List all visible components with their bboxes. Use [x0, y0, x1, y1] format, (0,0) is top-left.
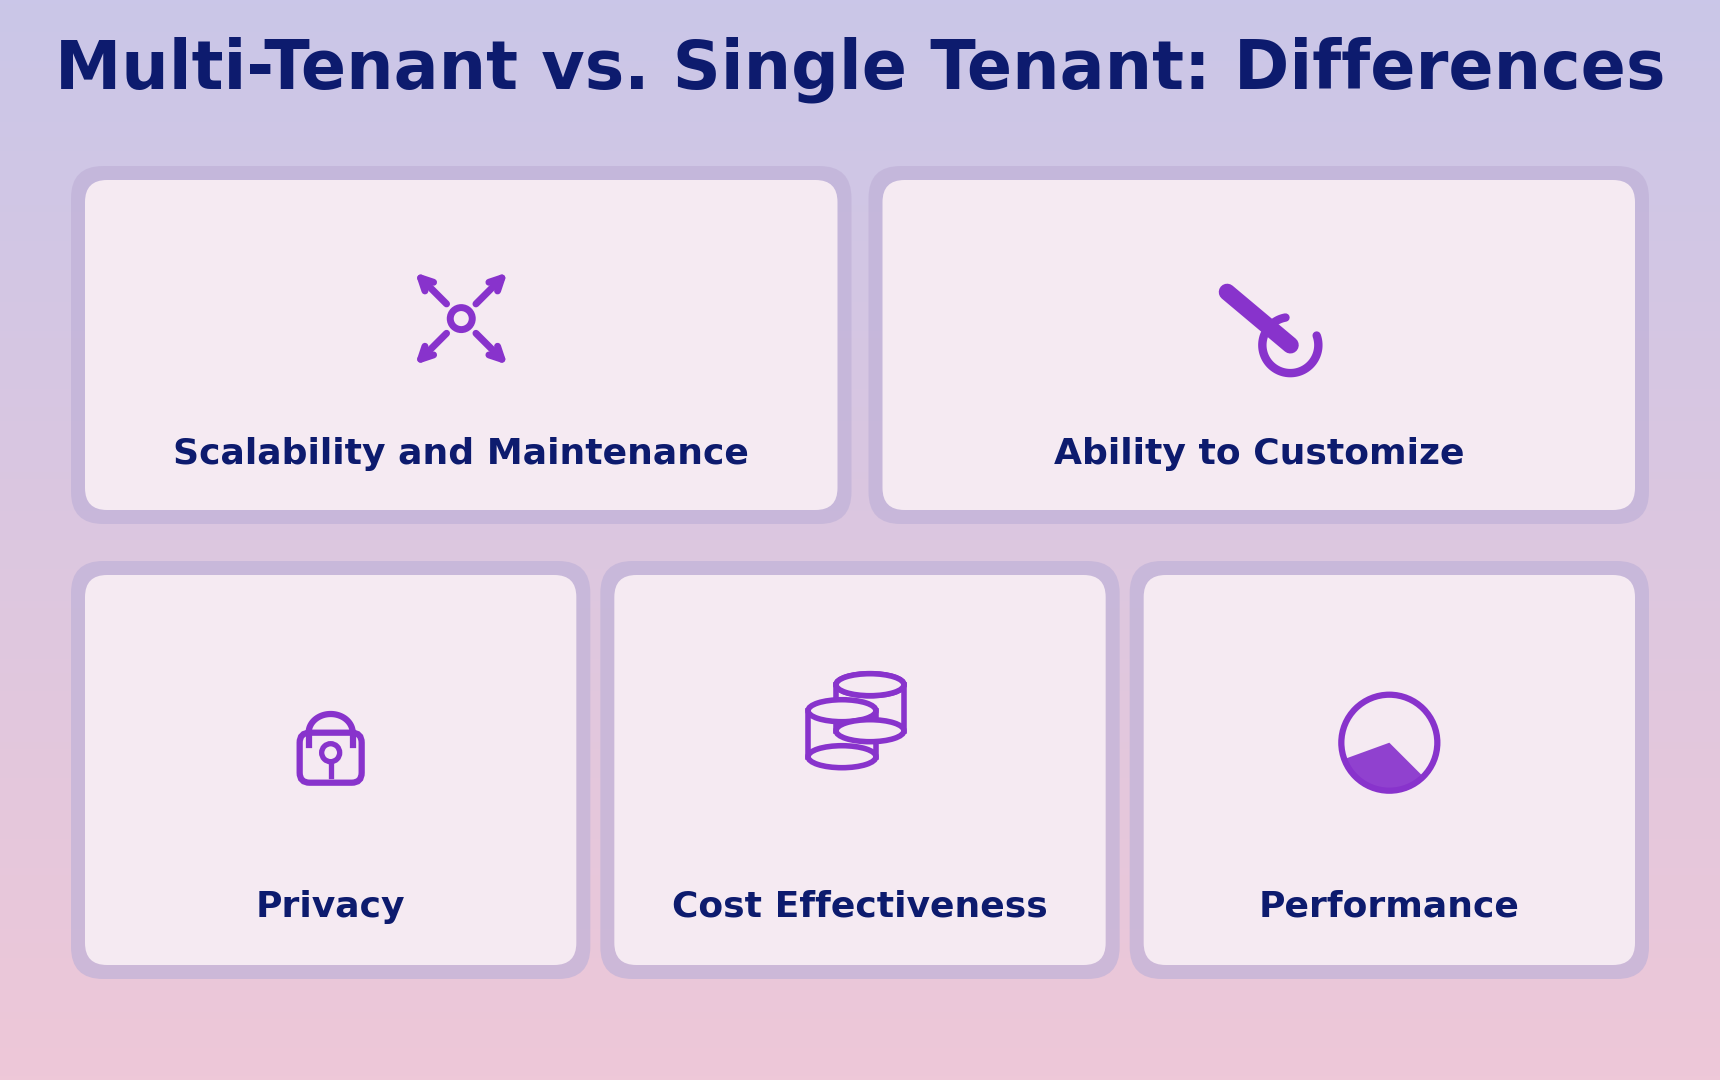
FancyBboxPatch shape [71, 166, 851, 524]
Text: Multi-Tenant vs. Single Tenant: Differences: Multi-Tenant vs. Single Tenant: Differen… [55, 37, 1665, 104]
FancyBboxPatch shape [614, 575, 1106, 966]
Polygon shape [1347, 743, 1422, 788]
FancyBboxPatch shape [1144, 575, 1636, 966]
FancyBboxPatch shape [600, 561, 1120, 978]
Ellipse shape [836, 674, 905, 696]
FancyBboxPatch shape [1130, 561, 1649, 978]
FancyBboxPatch shape [84, 575, 576, 966]
FancyBboxPatch shape [882, 180, 1636, 510]
Text: Scalability and Maintenance: Scalability and Maintenance [174, 437, 750, 471]
Text: Privacy: Privacy [256, 890, 406, 923]
Ellipse shape [836, 674, 905, 696]
FancyBboxPatch shape [71, 561, 590, 978]
Ellipse shape [808, 700, 875, 721]
Text: Performance: Performance [1259, 890, 1520, 923]
Text: Cost Effectiveness: Cost Effectiveness [673, 890, 1047, 923]
FancyBboxPatch shape [84, 180, 838, 510]
FancyBboxPatch shape [869, 166, 1649, 524]
Text: Ability to Customize: Ability to Customize [1053, 437, 1464, 471]
Ellipse shape [808, 745, 875, 768]
Ellipse shape [836, 719, 905, 742]
